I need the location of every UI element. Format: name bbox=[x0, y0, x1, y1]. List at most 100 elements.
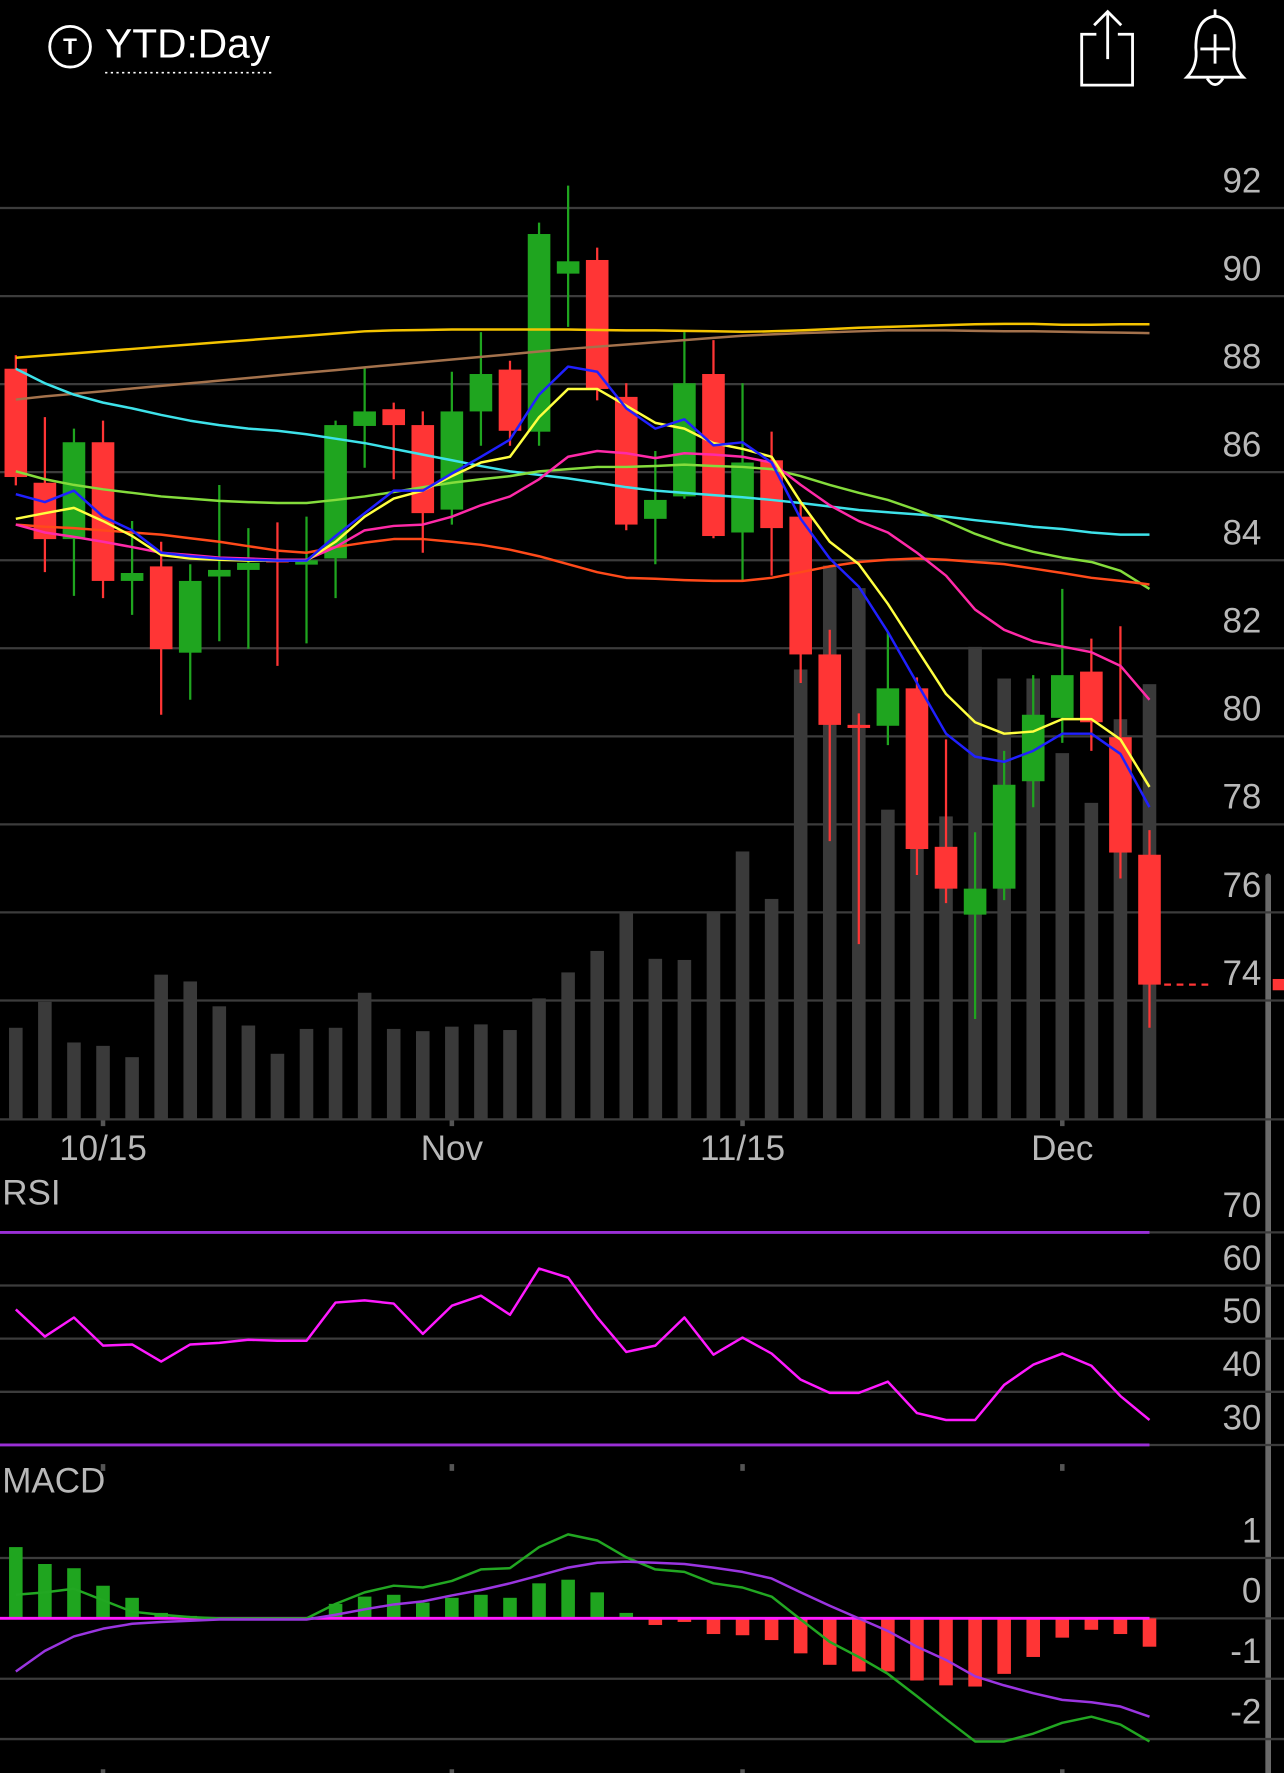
y-tick-label: 90 bbox=[1222, 249, 1261, 288]
histogram-bar bbox=[619, 1612, 634, 1619]
candle-body bbox=[33, 482, 57, 540]
panel-title: MACD bbox=[2, 1462, 105, 1501]
candle-body bbox=[760, 460, 783, 529]
candle-body bbox=[934, 846, 958, 889]
volume-bar bbox=[939, 816, 953, 1120]
y-tick-label: 70 bbox=[1222, 1186, 1261, 1225]
volume-bar bbox=[416, 1031, 430, 1120]
histogram-bar bbox=[1113, 1618, 1128, 1635]
histogram-bar bbox=[532, 1583, 546, 1619]
share-button[interactable] bbox=[1080, 9, 1134, 87]
x-tick-label: 11/15 bbox=[700, 1129, 785, 1168]
volume-bar bbox=[677, 959, 692, 1120]
histogram-bar bbox=[67, 1568, 81, 1619]
y-tick-label: 76 bbox=[1222, 866, 1261, 905]
volume-bar bbox=[793, 669, 808, 1120]
histogram-bar bbox=[416, 1602, 430, 1619]
histogram-bar bbox=[1026, 1618, 1041, 1657]
volume-bar bbox=[386, 1028, 401, 1120]
x-tick-label: Dec bbox=[1031, 1129, 1093, 1168]
candle-body bbox=[876, 688, 900, 726]
candle-body bbox=[789, 516, 812, 655]
y-tick-label: 80 bbox=[1222, 690, 1261, 729]
candle-body bbox=[847, 724, 871, 728]
histogram-bar bbox=[561, 1579, 575, 1619]
histogram-bar bbox=[1084, 1618, 1099, 1630]
candle-body bbox=[1138, 854, 1161, 985]
volume-bar bbox=[154, 974, 168, 1120]
alert-button[interactable] bbox=[1183, 9, 1247, 86]
histogram-bar bbox=[503, 1597, 517, 1619]
volume-bar bbox=[38, 1001, 52, 1120]
indicator-line bbox=[15, 329, 1150, 401]
range-title: YTD:Day bbox=[105, 20, 271, 66]
volume-bar bbox=[328, 1027, 343, 1120]
candle-body bbox=[963, 888, 987, 915]
candle-body bbox=[1080, 671, 1103, 723]
volume-bar bbox=[1084, 802, 1099, 1120]
candle-body bbox=[353, 411, 376, 426]
indicator-line bbox=[15, 463, 1151, 590]
indicator-line bbox=[14, 1267, 1151, 1422]
y-tick-label: 86 bbox=[1222, 426, 1261, 465]
candle-body bbox=[585, 259, 609, 389]
histogram-bar bbox=[96, 1585, 110, 1619]
candle-body bbox=[237, 562, 260, 570]
share-arrow bbox=[1093, 9, 1123, 60]
volume-bar bbox=[561, 972, 575, 1120]
candle-body bbox=[992, 784, 1016, 889]
candle-body bbox=[208, 569, 231, 577]
histogram-bar bbox=[474, 1594, 488, 1619]
candle-body bbox=[556, 261, 580, 274]
candle-body bbox=[614, 396, 638, 525]
histogram-bar bbox=[706, 1618, 721, 1635]
y-tick-label: 50 bbox=[1222, 1292, 1261, 1331]
volume-bar bbox=[1026, 678, 1041, 1120]
volume-bar bbox=[212, 1006, 227, 1120]
volume-bar bbox=[764, 898, 779, 1120]
y-tick-label: 84 bbox=[1222, 514, 1261, 553]
volume-bar bbox=[183, 981, 198, 1120]
volume-bar bbox=[648, 958, 663, 1120]
histogram-bar bbox=[125, 1597, 139, 1619]
candle-body bbox=[295, 560, 318, 565]
bell-plus bbox=[1200, 9, 1230, 86]
y-tick-label: 74 bbox=[1222, 954, 1261, 993]
histogram-bar bbox=[357, 1596, 372, 1619]
x-tick-label: Nov bbox=[421, 1129, 484, 1168]
volume-bar bbox=[357, 992, 372, 1120]
y-tick-label: 0 bbox=[1242, 1572, 1261, 1611]
histogram-bar bbox=[793, 1618, 808, 1654]
y-tick-label: 1 bbox=[1242, 1511, 1261, 1550]
y-tick-label: 82 bbox=[1222, 602, 1261, 641]
candle-body bbox=[149, 566, 173, 650]
y-tick-label: -2 bbox=[1230, 1692, 1261, 1731]
candle-body bbox=[382, 409, 406, 426]
share-box bbox=[1080, 32, 1134, 87]
volume-bar bbox=[503, 1030, 517, 1120]
candle-body bbox=[644, 499, 667, 519]
indicator-line bbox=[15, 523, 1150, 586]
range-icon bbox=[48, 24, 92, 69]
histogram-bar bbox=[677, 1618, 692, 1622]
candle-body bbox=[673, 383, 696, 497]
indicator-line bbox=[15, 1560, 1150, 1718]
volume-bar bbox=[910, 814, 924, 1120]
y-tick-label: 88 bbox=[1222, 338, 1261, 377]
range-icon-label: T bbox=[63, 34, 77, 59]
histogram-bar bbox=[445, 1597, 459, 1619]
candle-body bbox=[498, 369, 522, 431]
histogram-bar bbox=[386, 1594, 401, 1619]
range-selector[interactable]: T YTD:Day bbox=[48, 20, 275, 74]
histogram-bar bbox=[764, 1618, 779, 1641]
candle-body bbox=[527, 234, 551, 432]
y-tick-label: 92 bbox=[1222, 161, 1261, 200]
volume-bar bbox=[445, 1026, 459, 1120]
histogram-bar bbox=[1142, 1618, 1157, 1647]
y-tick-label: 30 bbox=[1222, 1398, 1261, 1437]
histogram-bar bbox=[648, 1618, 663, 1625]
y-tick-label: 60 bbox=[1222, 1239, 1261, 1278]
volume-bar bbox=[881, 809, 895, 1120]
candle-body bbox=[1050, 675, 1074, 718]
histogram-bar bbox=[968, 1618, 982, 1687]
